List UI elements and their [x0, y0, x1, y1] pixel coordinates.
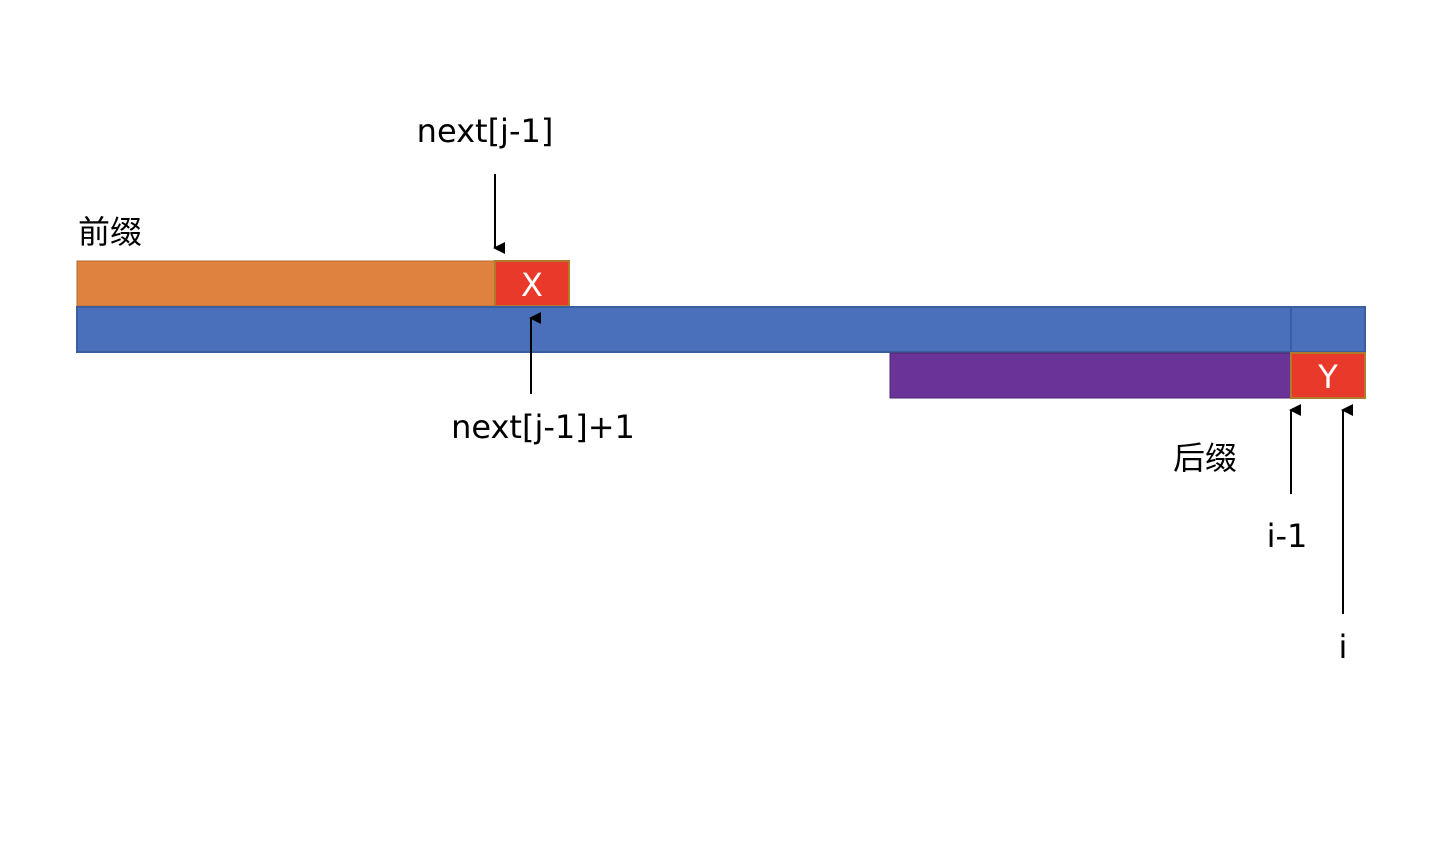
next-j-minus-1-plus-1-label: next[j-1]+1 [451, 408, 635, 446]
suffix-bar [889, 352, 1292, 399]
next-j-minus-1-label: next[j-1] [417, 112, 554, 150]
main-bar [76, 306, 1366, 353]
x-cell-label: X [521, 266, 543, 304]
i-label: i [1339, 628, 1348, 666]
x-cell [494, 260, 570, 307]
suffix-label: 后缀 [1173, 439, 1237, 477]
prefix-label: 前缀 [78, 213, 142, 251]
y-cell-label: Y [1317, 358, 1338, 396]
y-cell [1290, 352, 1366, 399]
i-minus-1-label: i-1 [1267, 517, 1308, 555]
prefix-bar [76, 260, 496, 307]
